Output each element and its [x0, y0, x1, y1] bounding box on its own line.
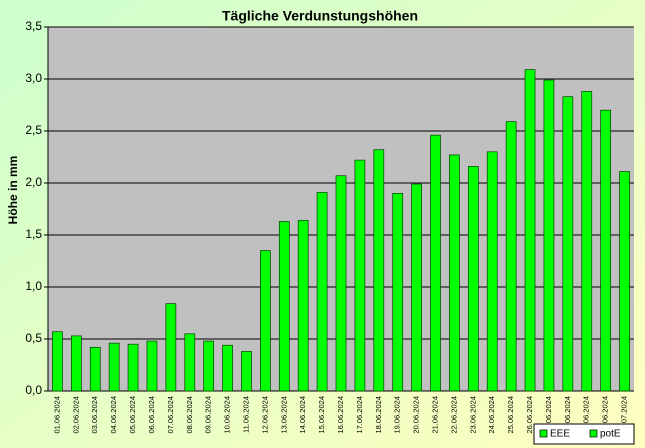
x-tick-label: 22.06.2024 [449, 396, 458, 434]
bar [486, 151, 498, 392]
legend-label: potE [600, 429, 621, 440]
x-tick-label: 03.06.2024 [90, 396, 99, 434]
y-tick-label: 2,0 [25, 175, 42, 189]
bar [467, 166, 479, 392]
y-tick-label: 0,0 [25, 383, 42, 397]
bar [71, 335, 82, 392]
bar [203, 340, 215, 392]
legend-swatch [589, 429, 598, 438]
y-tick-label: 1,0 [25, 279, 42, 293]
bar [449, 154, 460, 392]
bar [260, 250, 271, 392]
bar [373, 149, 385, 392]
x-tick-label: 17.06.2024 [355, 396, 364, 434]
bar [184, 333, 196, 392]
x-tick-label: 10.06.2024 [223, 396, 232, 434]
bar [89, 346, 101, 392]
bar [430, 134, 441, 392]
bar [52, 331, 63, 392]
bar [354, 159, 366, 392]
y-axis-label: Höhe in mm [6, 156, 20, 225]
x-tick-label: 01.06.2024 [52, 396, 61, 434]
x-tick-label: 02.06.2024 [71, 396, 80, 434]
legend-box [533, 423, 635, 445]
bar [600, 109, 611, 392]
x-tick-label: 25.06.2024 [506, 396, 515, 434]
bar [108, 342, 120, 392]
x-tick-label: 11.06.2024 [241, 396, 250, 433]
y-tick-label: 2,5 [25, 123, 42, 137]
x-tick-label: 24.06.2024 [487, 396, 496, 434]
x-tick-label: 07.06.2024 [166, 396, 175, 434]
x-tick-label: 30.06.2024 [601, 396, 610, 434]
x-tick-label: 09.06.2024 [204, 396, 213, 434]
x-tick-label: 16.06.2024 [336, 396, 345, 434]
x-tick-label: 26.06.2024 [525, 396, 534, 434]
bar [392, 193, 404, 392]
x-tick-label: 29.06.2024 [582, 396, 591, 434]
bar [165, 303, 177, 392]
y-tick-label: 3,5 [25, 19, 42, 33]
bar [278, 221, 290, 392]
bar [581, 91, 593, 392]
bar [222, 344, 233, 392]
x-tick-label: 19.06.2024 [393, 396, 402, 434]
bar [297, 220, 309, 392]
bar [241, 351, 252, 392]
x-tick-label: 04.06.2024 [109, 396, 118, 434]
y-tick-label: 3,0 [25, 71, 42, 85]
x-tick-label: 18.06.2024 [374, 396, 383, 434]
x-tick-label: 28.06.2024 [563, 396, 572, 434]
x-tick-label: 08.06.2024 [185, 396, 194, 434]
legend-label: EEE [550, 429, 570, 440]
bar [146, 340, 158, 392]
bar [411, 183, 422, 392]
x-tick-label: 14.06.2024 [298, 396, 307, 434]
bar [543, 79, 555, 392]
bar [562, 96, 574, 392]
bar [316, 192, 328, 392]
bar [505, 121, 517, 392]
bar [127, 343, 139, 392]
bar [619, 171, 630, 392]
y-tick-label: 0,5 [25, 331, 42, 345]
x-tick-label: 27.06.2024 [544, 396, 553, 434]
x-tick-label: 12.06.2024 [260, 396, 269, 434]
legend-swatch [539, 429, 548, 438]
x-tick-label: 21.06.2024 [431, 396, 440, 434]
chart-title: Tägliche Verdunstungshöhen [222, 8, 418, 24]
x-tick-label: 01.07.2024 [620, 396, 629, 434]
x-tick-label: 13.06.2024 [279, 396, 288, 434]
x-tick-label: 23.06.2024 [468, 396, 477, 434]
y-tick-label: 1,5 [25, 227, 42, 241]
x-tick-label: 15.06.2024 [317, 396, 326, 434]
x-tick-label: 06.06.2024 [147, 396, 156, 434]
bar [335, 175, 347, 392]
x-tick-label: 20.06.2024 [412, 396, 421, 434]
x-tick-label: 05.06.2024 [128, 396, 137, 434]
bar [524, 69, 536, 392]
